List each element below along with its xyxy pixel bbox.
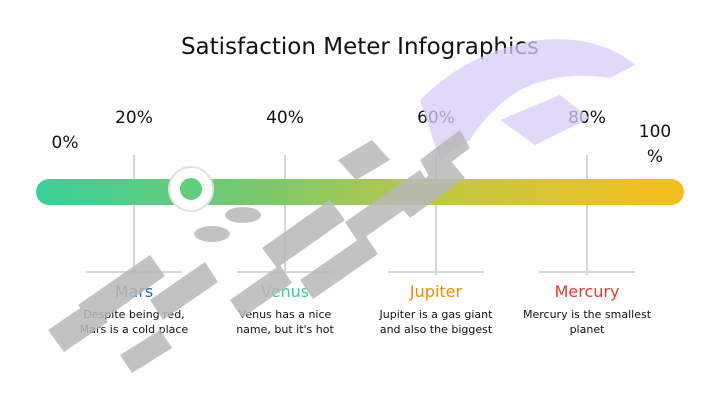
planet-name-mercury: Mercury (554, 282, 620, 301)
planet-desc-venus: Venus has a nice name, but it's hot (236, 308, 334, 336)
planet-name-jupiter: Jupiter (409, 282, 463, 301)
scale-label-40: 40% (266, 108, 304, 128)
tick-line-20 (133, 155, 135, 275)
segment-line-jupiter (388, 271, 484, 273)
meter-track (36, 179, 684, 205)
planet-name-mars: Mars (114, 282, 154, 301)
planet-desc-mars: Despite being red, Mars is a cold place (79, 308, 189, 336)
planet-desc-mercury: Mercury is the smallest planet (522, 308, 652, 336)
scale-label-0: 0% (51, 133, 79, 153)
scale-label-80: 80% (568, 108, 606, 128)
meter-knob-center (180, 178, 202, 200)
tick-line-80 (586, 155, 588, 275)
page-title: Satisfaction Meter Infographics (180, 34, 540, 60)
planet-name-venus: Venus (260, 282, 310, 301)
scale-label-20: 20% (115, 108, 153, 128)
planet-desc-jupiter: Jupiter is a gas giant and also the bigg… (379, 308, 493, 336)
segment-line-venus (237, 271, 333, 273)
meter-knob[interactable] (168, 166, 214, 212)
tick-line-40 (284, 155, 286, 275)
segment-line-mercury (539, 271, 635, 273)
segment-line-mars (86, 271, 182, 273)
scale-label-60: 60% (417, 108, 455, 128)
scale-label-100: 100 % (638, 122, 672, 167)
tick-line-60 (435, 155, 437, 275)
